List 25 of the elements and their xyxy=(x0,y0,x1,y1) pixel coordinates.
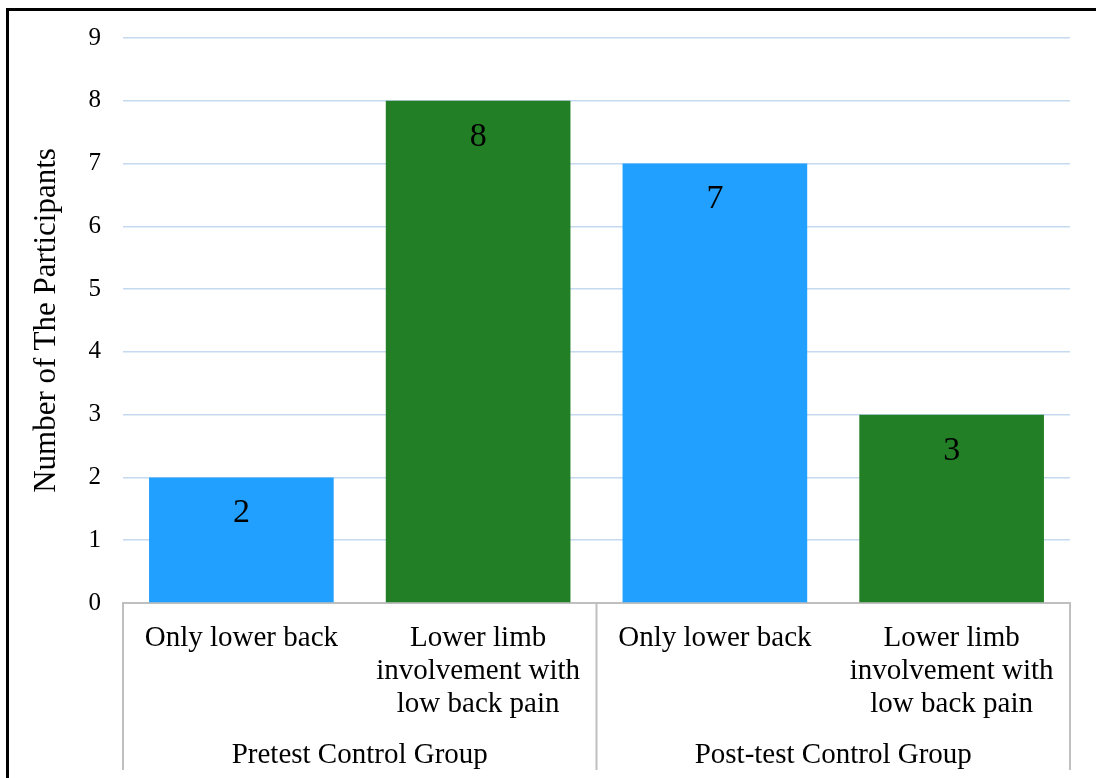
text: Post-test Control Group xyxy=(694,736,972,769)
bar xyxy=(622,163,808,603)
data-label: 7 xyxy=(706,178,724,216)
bar xyxy=(859,414,1044,603)
y-tick-label: 9 xyxy=(88,22,101,50)
x-tick-label: Lower limb involvement with low back pain xyxy=(849,619,1055,718)
x-tick-label: Lower limb involvement with low back pain xyxy=(376,619,581,718)
y-tick-label: 2 xyxy=(88,462,101,490)
data-label: 3 xyxy=(943,429,961,467)
y-tick-label: 3 xyxy=(88,399,101,427)
y-axis-title: Number of The Participants xyxy=(26,148,62,493)
bar xyxy=(149,477,334,603)
bar xyxy=(385,100,571,603)
y-tick-label: 7 xyxy=(88,148,101,176)
data-label: 8 xyxy=(469,115,487,153)
y-tick-label: 0 xyxy=(88,587,101,615)
y-tick-label: 5 xyxy=(88,273,101,301)
y-tick-label: 8 xyxy=(88,85,101,113)
text: Pretest Control Group xyxy=(231,736,488,769)
y-tick-label: 6 xyxy=(88,210,101,238)
y-tick-label: 4 xyxy=(88,336,102,364)
x-tick-label: Only lower back xyxy=(144,619,339,652)
x-tick-label: Only lower back xyxy=(618,619,813,652)
data-label: 2 xyxy=(232,492,250,530)
y-tick-label: 1 xyxy=(88,524,101,552)
